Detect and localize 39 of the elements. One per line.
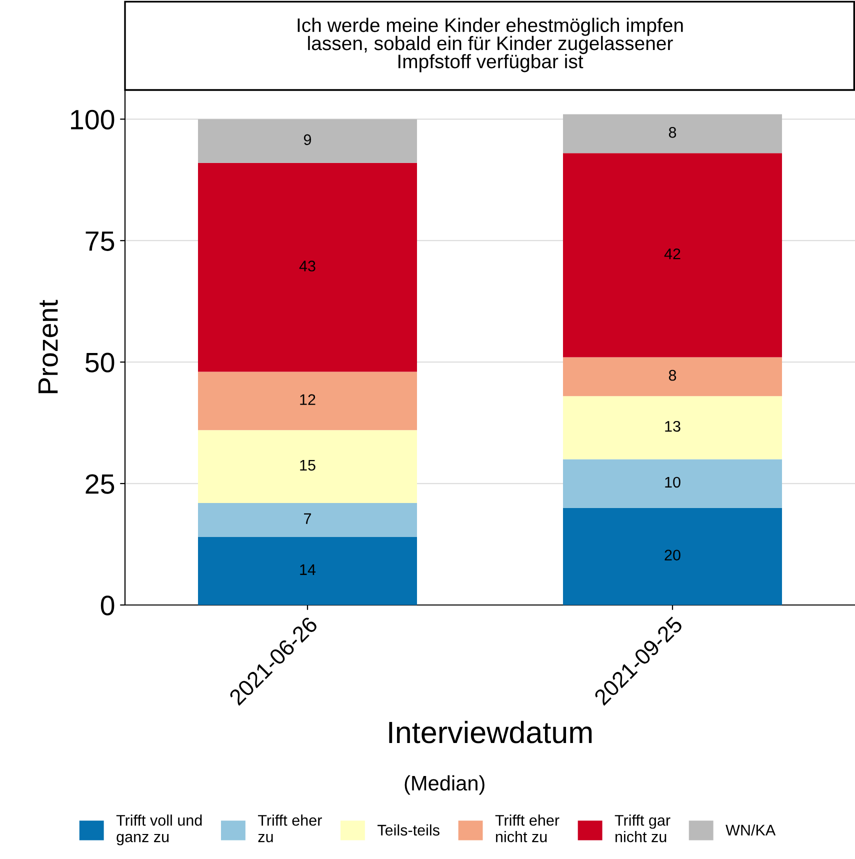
chart-title: Ich werde meine Kinder ehestmöglich impfen lassen, sobald ein für Kinder zugelassener Impfstoff verfügbar ist [298, 18, 683, 72]
data-label: 8 [668, 127, 676, 138]
data-label: 8 [668, 370, 676, 381]
bar [563, 357, 782, 396]
data-label: 15 [300, 460, 316, 471]
legend-label: Trifft gar nicht zu [614, 814, 670, 842]
legend-label: Teils-teils [378, 824, 440, 836]
data-label: 12 [300, 394, 316, 405]
bar [198, 119, 417, 163]
y-tick-label: 0 [100, 596, 114, 616]
data-label: 43 [299, 260, 316, 272]
bar [198, 502, 417, 537]
bar [563, 459, 782, 508]
data-label: 42 [664, 248, 680, 260]
bar [563, 508, 782, 605]
x-axis-title: Interviewdatum [389, 720, 592, 744]
bar [198, 536, 417, 605]
data-label: 20 [664, 550, 680, 561]
data-label: 7 [304, 513, 311, 524]
bar [198, 162, 417, 372]
y-tick-label: 50 [85, 352, 114, 372]
data-label: 13 [665, 420, 680, 432]
text: (Median) [404, 775, 484, 795]
y-axis-title: Prozent [38, 300, 58, 394]
bar [563, 153, 782, 358]
bar [198, 430, 417, 503]
legend-label: Trifft eher nicht zu [495, 814, 560, 842]
y-tick-label: 25 [86, 474, 114, 494]
bar [563, 396, 782, 460]
bar [198, 372, 417, 430]
legend-label: WN/KA [726, 824, 776, 836]
data-label: 14 [300, 564, 316, 575]
bar [563, 114, 782, 154]
y-tick-label: 75 [86, 232, 114, 251]
y-tick-label: 100 [71, 110, 114, 130]
legend-label: Trifft voll und ganz zu [116, 814, 202, 846]
data-label: 10 [665, 476, 680, 488]
legend-label: Trifft eher zu [258, 814, 322, 842]
data-label: 9 [304, 134, 312, 146]
